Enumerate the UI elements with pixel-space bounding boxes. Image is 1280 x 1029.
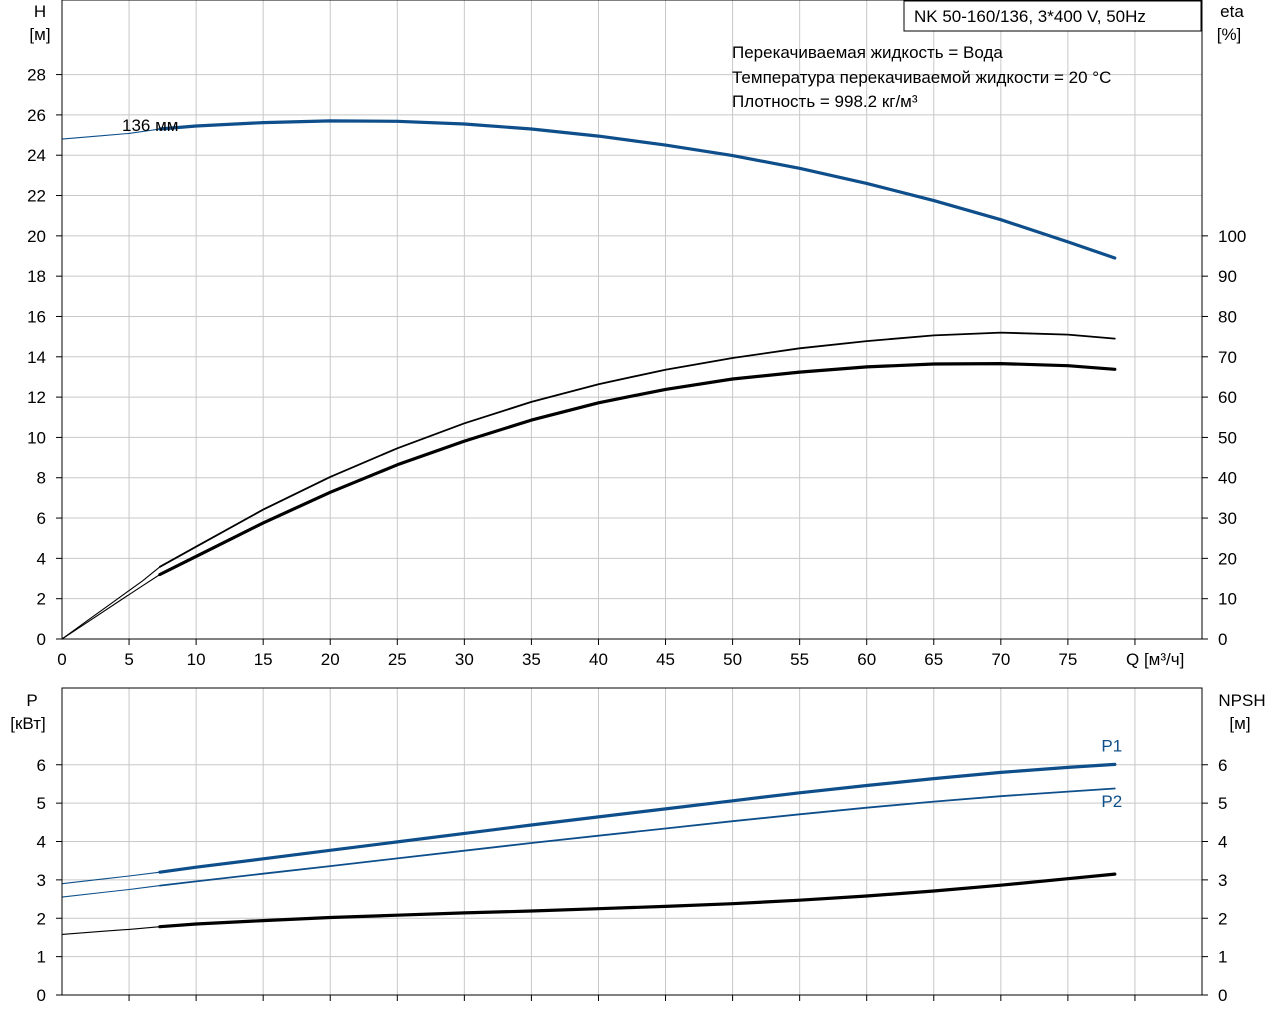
top-ytick-label-left: 6	[37, 509, 46, 528]
top-xtick-label: 45	[656, 650, 675, 669]
axis-label-q: Q [м³/ч]	[1126, 650, 1184, 669]
top-text: H [м] eta [%] Q [м³/ч] NK 50-160/136, 3*…	[29, 0, 1244, 669]
top-curve-2	[159, 331, 1116, 568]
series-label-p1: P1	[1101, 736, 1122, 755]
series-label-p2: P2	[1101, 792, 1122, 811]
top-xtick-label: 65	[924, 650, 943, 669]
top-ytick-label-left: 20	[27, 227, 46, 246]
top-ytick-label-right: 80	[1218, 307, 1237, 326]
axis-label-p: P	[26, 691, 37, 710]
bot-curve-5	[61, 926, 161, 935]
annotation-liquid: Перекачиваемая жидкость = Вода	[732, 43, 1003, 62]
top-xtick-label: 75	[1058, 650, 1077, 669]
top-ytick-label-right: 20	[1218, 549, 1237, 568]
bot-curve-4	[158, 872, 1117, 929]
top-xtick-label: 40	[589, 650, 608, 669]
top-ticks: 0246810121416182022242628010203040506070…	[27, 66, 1246, 669]
axis-label-h: H	[34, 2, 46, 21]
top-ytick-label-left: 22	[27, 187, 46, 206]
bot-ytick-label-right: 2	[1218, 909, 1227, 928]
top-plot-frame	[61, 0, 1203, 640]
top-ytick-label-left: 18	[27, 267, 46, 286]
bot-ytick-label-left: 0	[37, 986, 46, 1005]
top-ytick-label-left: 28	[27, 66, 46, 85]
top-xtick-label: 15	[254, 650, 273, 669]
top-ytick-label-right: 100	[1218, 227, 1246, 246]
annotation-density: Плотность = 998.2 кг/м³	[732, 92, 918, 111]
bottom-grid	[62, 688, 1202, 995]
top-ytick-label-left: 24	[27, 146, 46, 165]
bot-curve-2	[159, 787, 1116, 887]
top-xtick-label: 10	[187, 650, 206, 669]
impeller-diameter-label: 136 мм	[122, 116, 178, 135]
top-ytick-label-right: 90	[1218, 267, 1237, 286]
top-curves	[61, 119, 1117, 640]
top-ytick-label-left: 8	[37, 469, 46, 488]
bottom-curves	[61, 762, 1117, 935]
bot-ytick-label-left: 4	[37, 833, 46, 852]
top-curve-5	[61, 573, 161, 640]
top-ytick-label-left: 14	[27, 348, 46, 367]
top-grid	[62, 0, 1202, 639]
top-ytick-label-right: 40	[1218, 469, 1237, 488]
bottom-plot-frame	[61, 687, 1203, 996]
bot-curve-1	[61, 871, 161, 885]
top-ytick-label-left: 12	[27, 388, 46, 407]
bot-ytick-label-left: 5	[37, 794, 46, 813]
bot-ytick-label-right: 6	[1218, 756, 1227, 775]
bot-curve-0	[158, 762, 1117, 874]
top-ytick-label-left: 2	[37, 590, 46, 609]
pump-title: NK 50-160/136, 3*400 V, 50Hz	[914, 7, 1146, 26]
bot-ytick-label-left: 6	[37, 756, 46, 775]
top-ytick-label-left: 26	[27, 106, 46, 125]
bottom-text: P [кВт] NPSH [м] P1 P2	[10, 691, 1265, 811]
top-ytick-label-left: 4	[37, 549, 46, 568]
power-npsh-chart: 0 1 2 3 4 5 6 0 1 2 3 4 5 6 P [кВт] NPSH [м] P1 P2	[10, 687, 1266, 1005]
top-ytick-label-right: 60	[1218, 388, 1237, 407]
bot-ytick-label-right: 0	[1218, 986, 1227, 1005]
axis-unit-h: [м]	[29, 25, 50, 44]
top-xtick-label: 25	[388, 650, 407, 669]
top-xtick-label: 50	[723, 650, 742, 669]
bot-ytick-label-left: 2	[37, 909, 46, 928]
bot-ytick-label-right: 5	[1218, 794, 1227, 813]
top-curve-3	[61, 566, 161, 640]
top-ytick-label-right: 50	[1218, 428, 1237, 447]
top-xtick-label: 20	[321, 650, 340, 669]
top-xtick-label: 60	[857, 650, 876, 669]
top-ytick-label-left: 16	[27, 307, 46, 326]
top-ytick-label-right: 70	[1218, 348, 1237, 367]
annotation-temperature: Температура перекачиваемой жидкости = 20…	[732, 68, 1111, 87]
top-curve-4	[158, 362, 1117, 577]
top-xtick-label: 55	[790, 650, 809, 669]
head-efficiency-chart: 0246810121416182022242628010203040506070…	[27, 0, 1246, 669]
bot-ytick-label-right: 4	[1218, 833, 1227, 852]
top-ytick-label-left: 0	[37, 630, 46, 649]
bottom-ticks: 0 1 2 3 4 5 6 0 1 2 3 4 5 6	[37, 756, 1228, 1005]
top-xtick-label: 0	[57, 650, 66, 669]
axis-unit-npsh: [м]	[1229, 714, 1250, 733]
axis-label-npsh: NPSH	[1218, 691, 1265, 710]
axis-label-eta: eta	[1220, 2, 1244, 21]
top-xtick-label: 70	[991, 650, 1010, 669]
bot-ytick-label-left: 3	[37, 871, 46, 890]
bot-ytick-label-right: 1	[1218, 948, 1227, 967]
top-xtick-label: 30	[455, 650, 474, 669]
top-ytick-label-right: 10	[1218, 590, 1237, 609]
top-xtick-label: 35	[522, 650, 541, 669]
bot-curve-3	[61, 885, 161, 898]
top-ytick-label-right: 0	[1218, 630, 1227, 649]
top-ytick-label-left: 10	[27, 428, 46, 447]
axis-unit-eta: [%]	[1217, 25, 1242, 44]
bot-ytick-label-left: 1	[37, 948, 46, 967]
top-xtick-label: 5	[124, 650, 133, 669]
top-curve-1	[61, 128, 161, 140]
top-ytick-label-right: 30	[1218, 509, 1237, 528]
title-box	[903, 0, 1202, 32]
top-curve-0	[158, 119, 1117, 260]
bot-ytick-label-right: 3	[1218, 871, 1227, 890]
axis-unit-p: [кВт]	[10, 714, 45, 733]
